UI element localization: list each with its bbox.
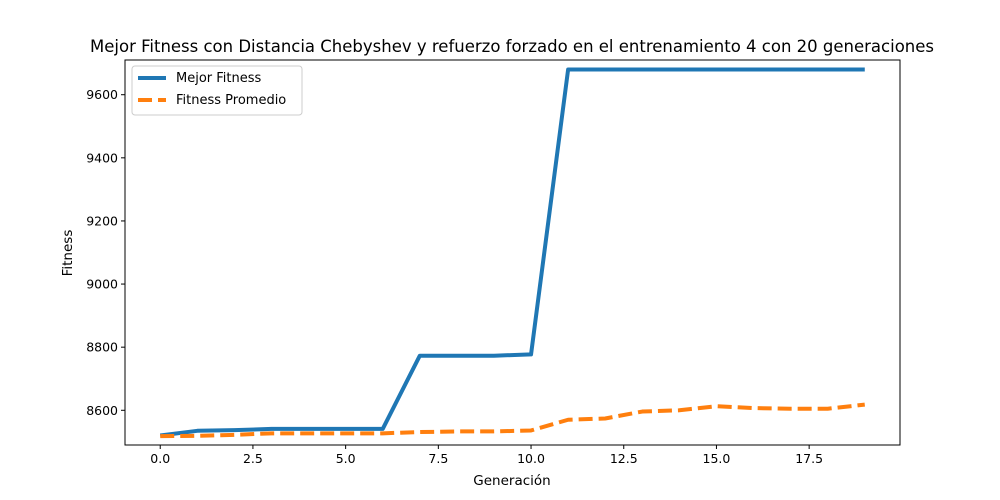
y-tick-label: 9200 — [86, 213, 118, 228]
y-tick-label: 8600 — [86, 403, 118, 418]
x-axis-label: Generación — [473, 473, 550, 489]
x-tick-label: 2.5 — [243, 451, 263, 466]
x-tick-label: 17.5 — [795, 451, 823, 466]
y-tick-label: 9400 — [86, 150, 118, 165]
chart-title: Mejor Fitness con Distancia Chebyshev y … — [90, 37, 934, 56]
y-tick-label: 8800 — [86, 340, 118, 355]
y-axis: 8600 8800 9000 9200 9400 9600 — [86, 87, 125, 418]
legend: Mejor Fitness Fitness Promedio — [131, 65, 303, 116]
x-tick-label: 10.0 — [517, 451, 545, 466]
legend-label-fitness-promedio: Fitness Promedio — [176, 93, 286, 108]
legend-label-mejor-fitness: Mejor Fitness — [176, 71, 262, 86]
y-tick-label: 9000 — [86, 277, 118, 292]
x-tick-label: 12.5 — [610, 451, 638, 466]
x-tick-label: 7.5 — [428, 451, 448, 466]
plot-area — [159, 67, 865, 439]
x-tick-label: 15.0 — [703, 451, 731, 466]
y-axis-label: Fitness — [60, 230, 76, 277]
y-tick-label: 9600 — [86, 87, 118, 102]
series-line-fitness-promedio — [160, 402, 865, 439]
x-tick-label: 0.0 — [150, 451, 170, 466]
legend-box — [131, 65, 303, 116]
series-line-mejor-fitness — [159, 67, 865, 438]
x-axis: 0.0 2.5 5.0 7.5 10.0 12.5 15.0 17.5 — [150, 445, 823, 466]
plot-frame — [124, 59, 901, 446]
x-tick-label: 5.0 — [336, 451, 356, 466]
